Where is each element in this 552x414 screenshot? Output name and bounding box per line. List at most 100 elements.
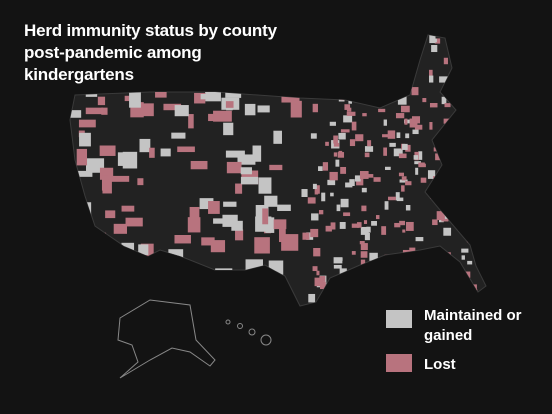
county-patch [366,174,374,178]
county-patch [398,153,407,159]
county-patch [322,162,329,171]
county-patch [340,166,347,174]
hawaii-island [237,323,243,329]
county-patch [338,132,346,140]
county-patch [129,92,141,108]
county-patch [403,290,407,298]
county-patch [325,225,332,232]
legend-label: Maintained or gained [424,307,522,344]
county-patch [315,35,324,43]
county-patch [477,38,484,44]
county-patch [373,67,379,76]
county-patch [363,67,371,72]
county-patch [118,263,127,281]
county-patch [402,291,410,295]
county-patch [368,44,373,50]
county-patch [338,94,345,102]
county-patch [431,38,437,43]
county-patch [459,173,466,179]
hawaii-island [248,328,256,336]
county-patch [431,44,438,53]
county-patch [459,202,468,207]
county-patch [487,244,491,248]
county-patch [361,267,366,275]
county-patch [378,108,386,113]
county-patch [127,262,134,277]
county-patch [70,175,80,182]
county-patch [264,195,278,207]
county-patch [93,260,100,274]
county-patch [191,297,206,303]
county-patch [79,132,91,147]
county-patch [359,37,367,45]
county-patch [401,47,409,52]
county-patch [399,67,406,76]
county-patch [330,192,334,197]
county-patch [262,208,269,225]
county-patch [429,276,437,284]
county-patch [281,234,299,251]
county-patch [340,91,345,101]
county-patch [126,267,144,285]
county-patch [138,244,149,256]
county-patch [405,181,412,186]
county-patch [348,99,352,104]
county-patch [336,204,341,212]
county-patch [428,75,434,83]
county-patch [168,249,182,257]
county-patch [459,195,466,203]
county-patch [461,255,465,260]
county-patch [307,66,313,73]
county-patch [382,134,390,138]
county-patch [157,269,176,280]
county-patch [160,148,171,157]
county-patch [159,271,178,285]
county-patch [252,145,262,162]
county-patch [373,177,381,182]
county-patch [93,291,111,298]
county-patch [413,62,417,71]
county-patch [458,143,467,151]
county-patch [183,266,197,277]
county-patch [405,205,411,211]
county-patch [307,197,316,204]
county-patch [371,220,377,226]
county-patch [231,220,243,231]
county-patch [375,215,380,220]
county-patch [449,121,456,127]
county-patch [442,270,451,280]
county-patch [318,166,323,171]
county-patch [226,161,242,174]
county-patch [469,205,478,215]
county-patch [462,181,472,187]
county-patch [400,301,410,306]
us-land [69,34,487,307]
county-patch [92,276,103,290]
county-patch [456,210,465,217]
county-patch [333,135,338,144]
county-patch [405,133,410,139]
county-patch [460,223,465,231]
county-patch [395,41,400,51]
county-patch [277,204,291,211]
hawaii-island [260,334,272,346]
county-patch [430,190,434,199]
county-patch [362,113,367,117]
county-patch [223,201,237,207]
county-patch [359,171,369,179]
county-patch [409,247,416,257]
county-patch [301,189,308,197]
county-patch [312,183,317,190]
county-patch [329,171,338,181]
county-patch [330,222,336,230]
county-patch [163,103,182,111]
county-patch [333,142,340,147]
county-patch [439,270,447,277]
county-patch [340,198,349,208]
county-patch [451,266,457,272]
county-patch [466,132,474,137]
county-patch [433,147,442,152]
county-patch [367,140,372,147]
county-patch [356,222,362,228]
county-patch [315,55,321,63]
